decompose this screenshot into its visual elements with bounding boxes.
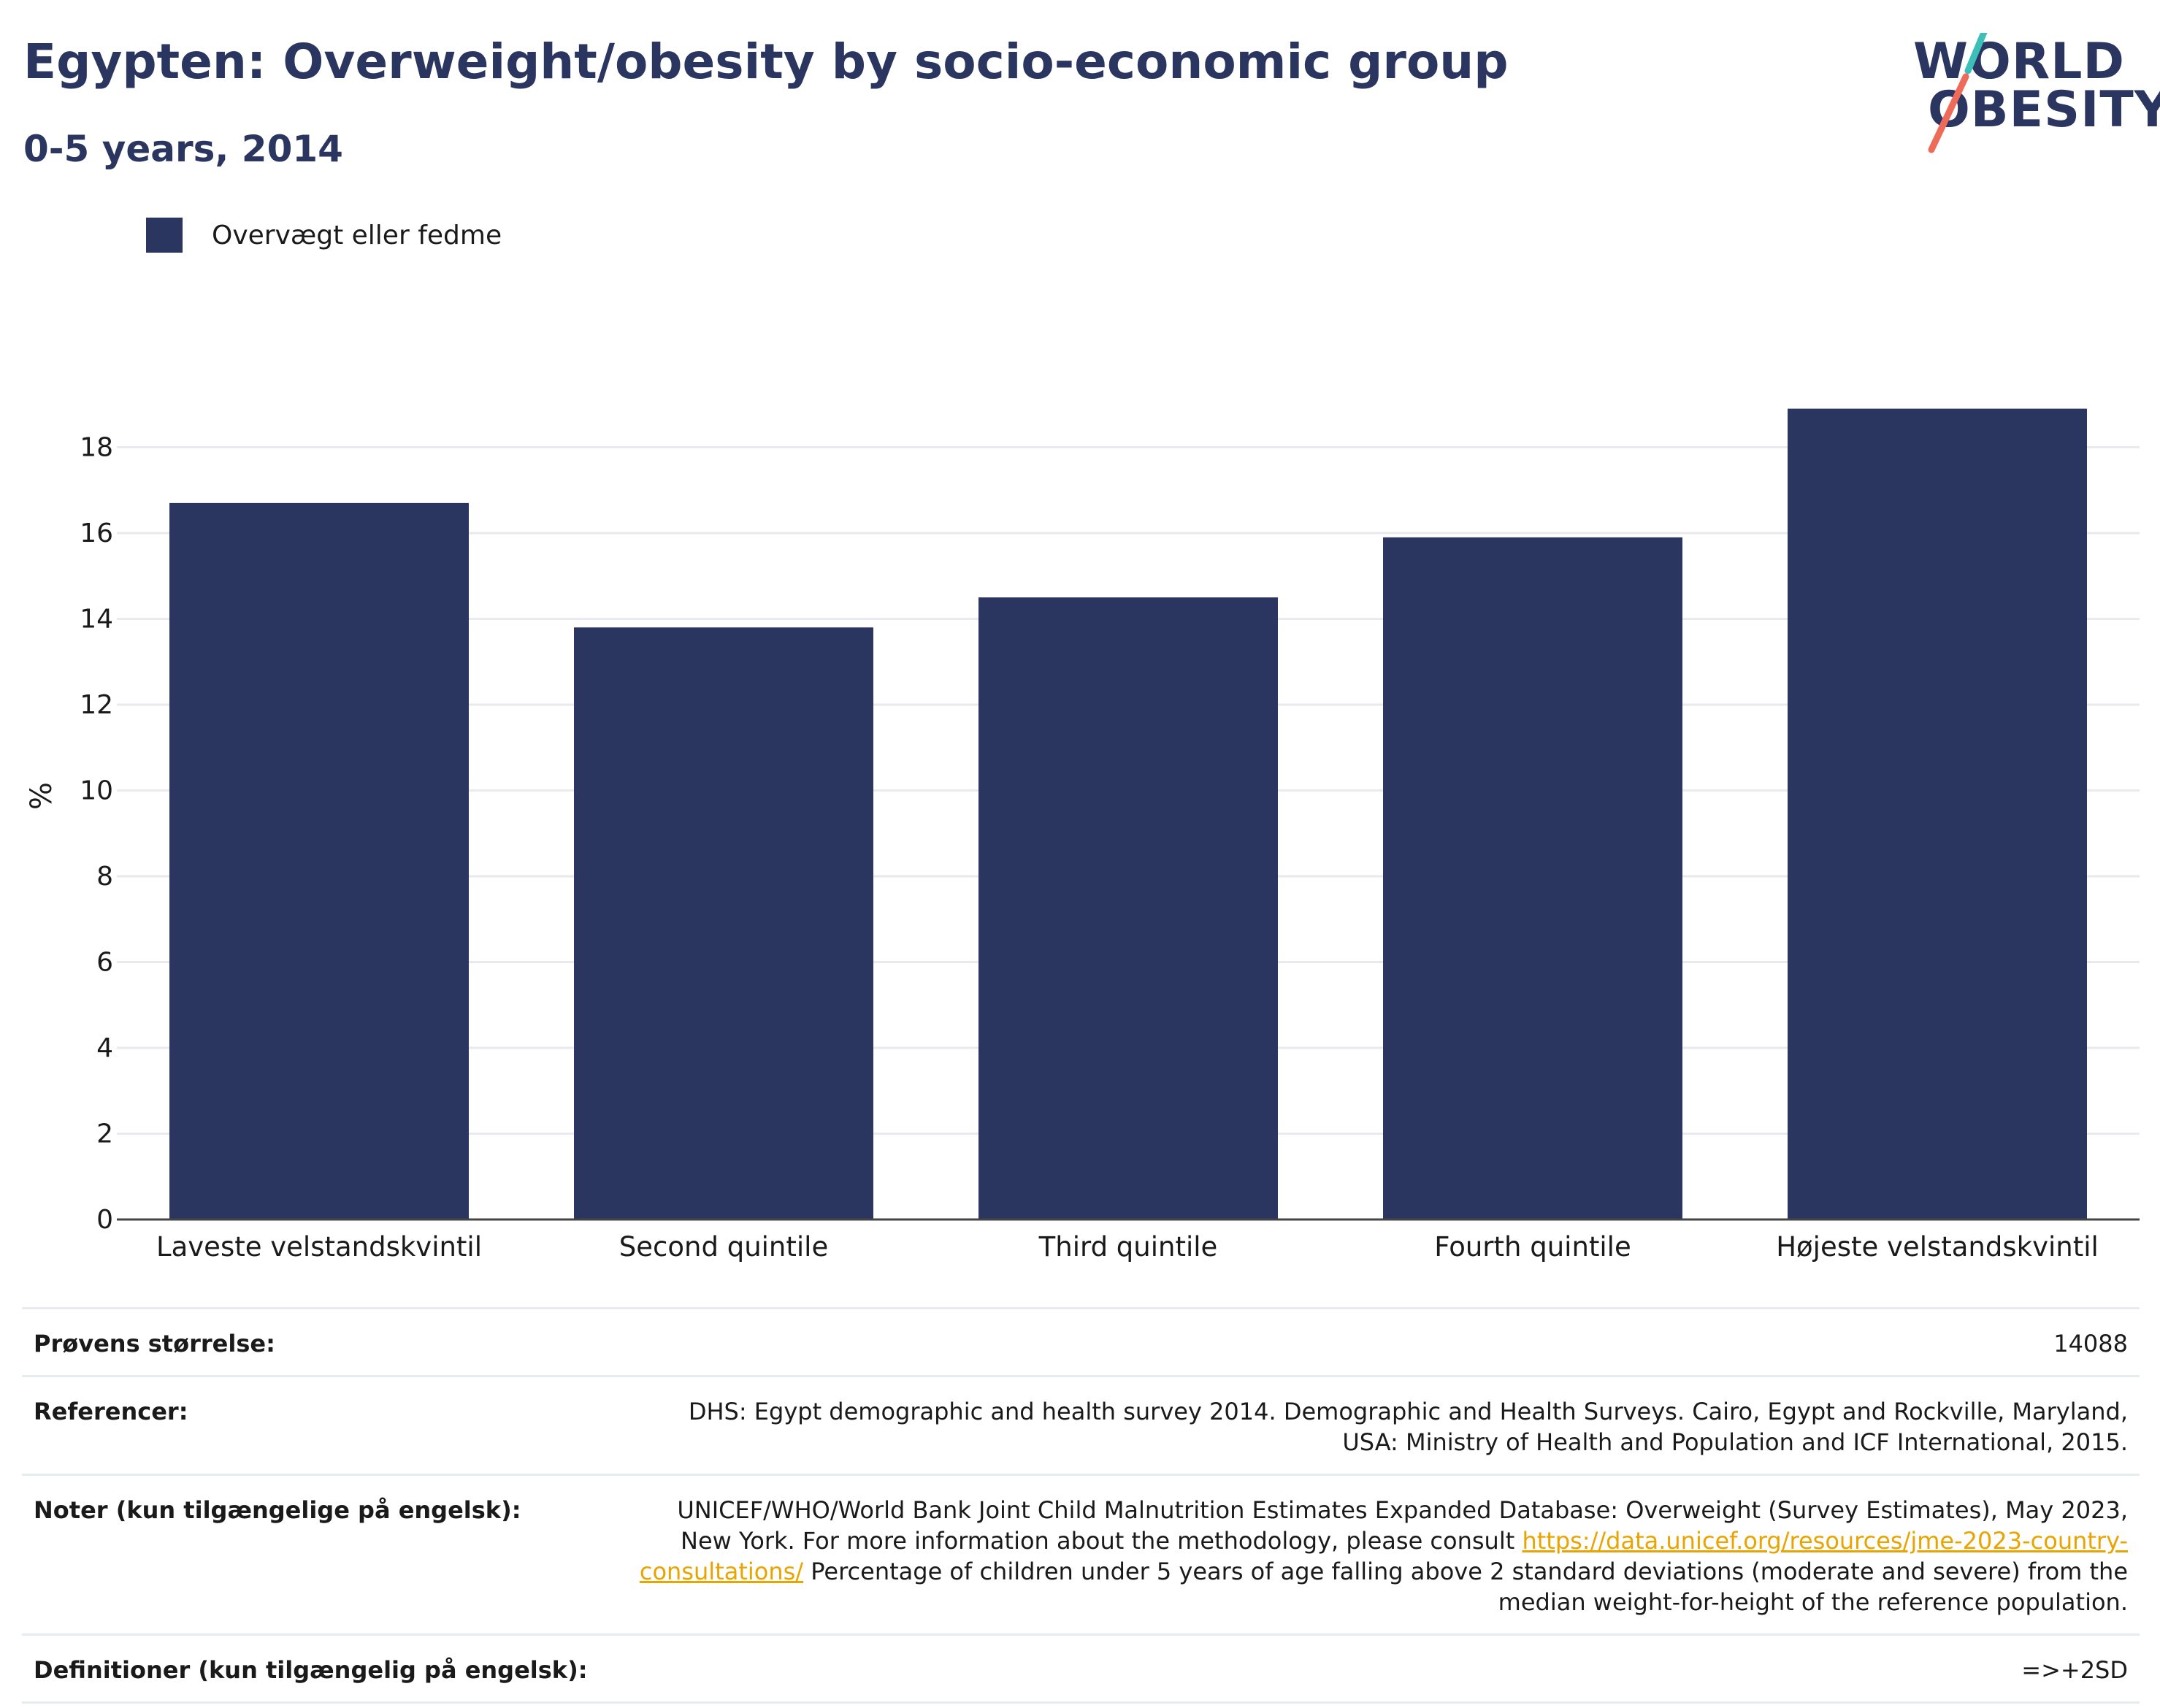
notes-text-pre: UNICEF/WHO/World Bank Joint Child Malnut… [677, 1496, 2128, 1555]
notes-label: Noter (kun tilgængelige på engelsk): [34, 1496, 521, 1524]
references-value: DHS: Egypt demographic and health survey… [688, 1398, 2128, 1456]
y-tick-label: 10 [80, 776, 113, 806]
sample-size-row: Prøvens størrelse: 14088 [22, 1307, 2140, 1375]
logo-slash-icon [1928, 33, 1988, 153]
legend-swatch [146, 218, 183, 253]
notes-text-post: Percentage of children under 5 years of … [803, 1558, 2128, 1616]
x-tick-label: Fourth quintile [1434, 1231, 1631, 1263]
logo-line2: OBESITY [1928, 81, 2160, 139]
logo-line1: WORLD [1913, 33, 2125, 91]
definitions-label: Definitioner (kun tilgængelig på engelsk… [34, 1656, 588, 1684]
bar [1788, 408, 2087, 1219]
bar-chart: 0 2 4 6 8 10 12 14 16 18% Laveste velstandskvintil… [25, 408, 2140, 1263]
y-axis-label: % [25, 782, 58, 810]
y-tick-label: 12 [80, 690, 113, 720]
sample-size-value: 14088 [2053, 1330, 2128, 1357]
metadata-table: Prøvens størrelse: 14088 Referencer: DHS… [22, 1307, 2140, 1704]
x-tick-label: Second quintile [619, 1231, 828, 1263]
x-tick-label: Laveste velstandskvintil [156, 1231, 482, 1263]
y-tick-label: 4 [96, 1033, 113, 1063]
bar [169, 502, 469, 1219]
references-row: Referencer: DHS: Egypt demographic and h… [22, 1375, 2140, 1474]
y-tick-label: 2 [96, 1119, 113, 1149]
notes-link[interactable]: https://data.unicef.org/resources/jme-20… [639, 1527, 2128, 1585]
legend-label: Overvægt eller fedme [212, 220, 502, 250]
sample-size-label: Prøvens størrelse: [34, 1330, 275, 1357]
chart-title: Egypten: Overweight/obesity by socio-eco… [23, 34, 1509, 90]
y-tick-label: 8 [96, 862, 113, 892]
y-tick-label: 14 [80, 605, 113, 635]
y-tick-label: 6 [96, 948, 113, 978]
bar [978, 597, 1278, 1219]
bar [574, 627, 873, 1219]
bar [1383, 537, 1682, 1219]
notes-value: UNICEF/WHO/World Bank Joint Child Malnut… [631, 1495, 2128, 1617]
y-tick-label: 18 [80, 433, 113, 463]
definitions-row: Definitioner (kun tilgængelig på engelsk… [22, 1634, 2140, 1704]
chart-subtitle: 0-5 years, 2014 [23, 128, 343, 170]
notes-row: Noter (kun tilgængelige på engelsk): UNI… [22, 1474, 2140, 1634]
legend: Overvægt eller fedme [146, 218, 502, 253]
y-tick-label: 16 [80, 518, 113, 548]
world-obesity-logo: WORLD OBESITY [1906, 33, 2160, 157]
x-tick-label: Third quintile [1038, 1231, 1218, 1263]
references-label: Referencer: [34, 1398, 188, 1425]
definitions-value: =>+2SD [2021, 1656, 2128, 1684]
x-tick-label: Højeste velstandskvintil [1776, 1231, 2099, 1263]
y-tick-label: 0 [96, 1205, 113, 1235]
